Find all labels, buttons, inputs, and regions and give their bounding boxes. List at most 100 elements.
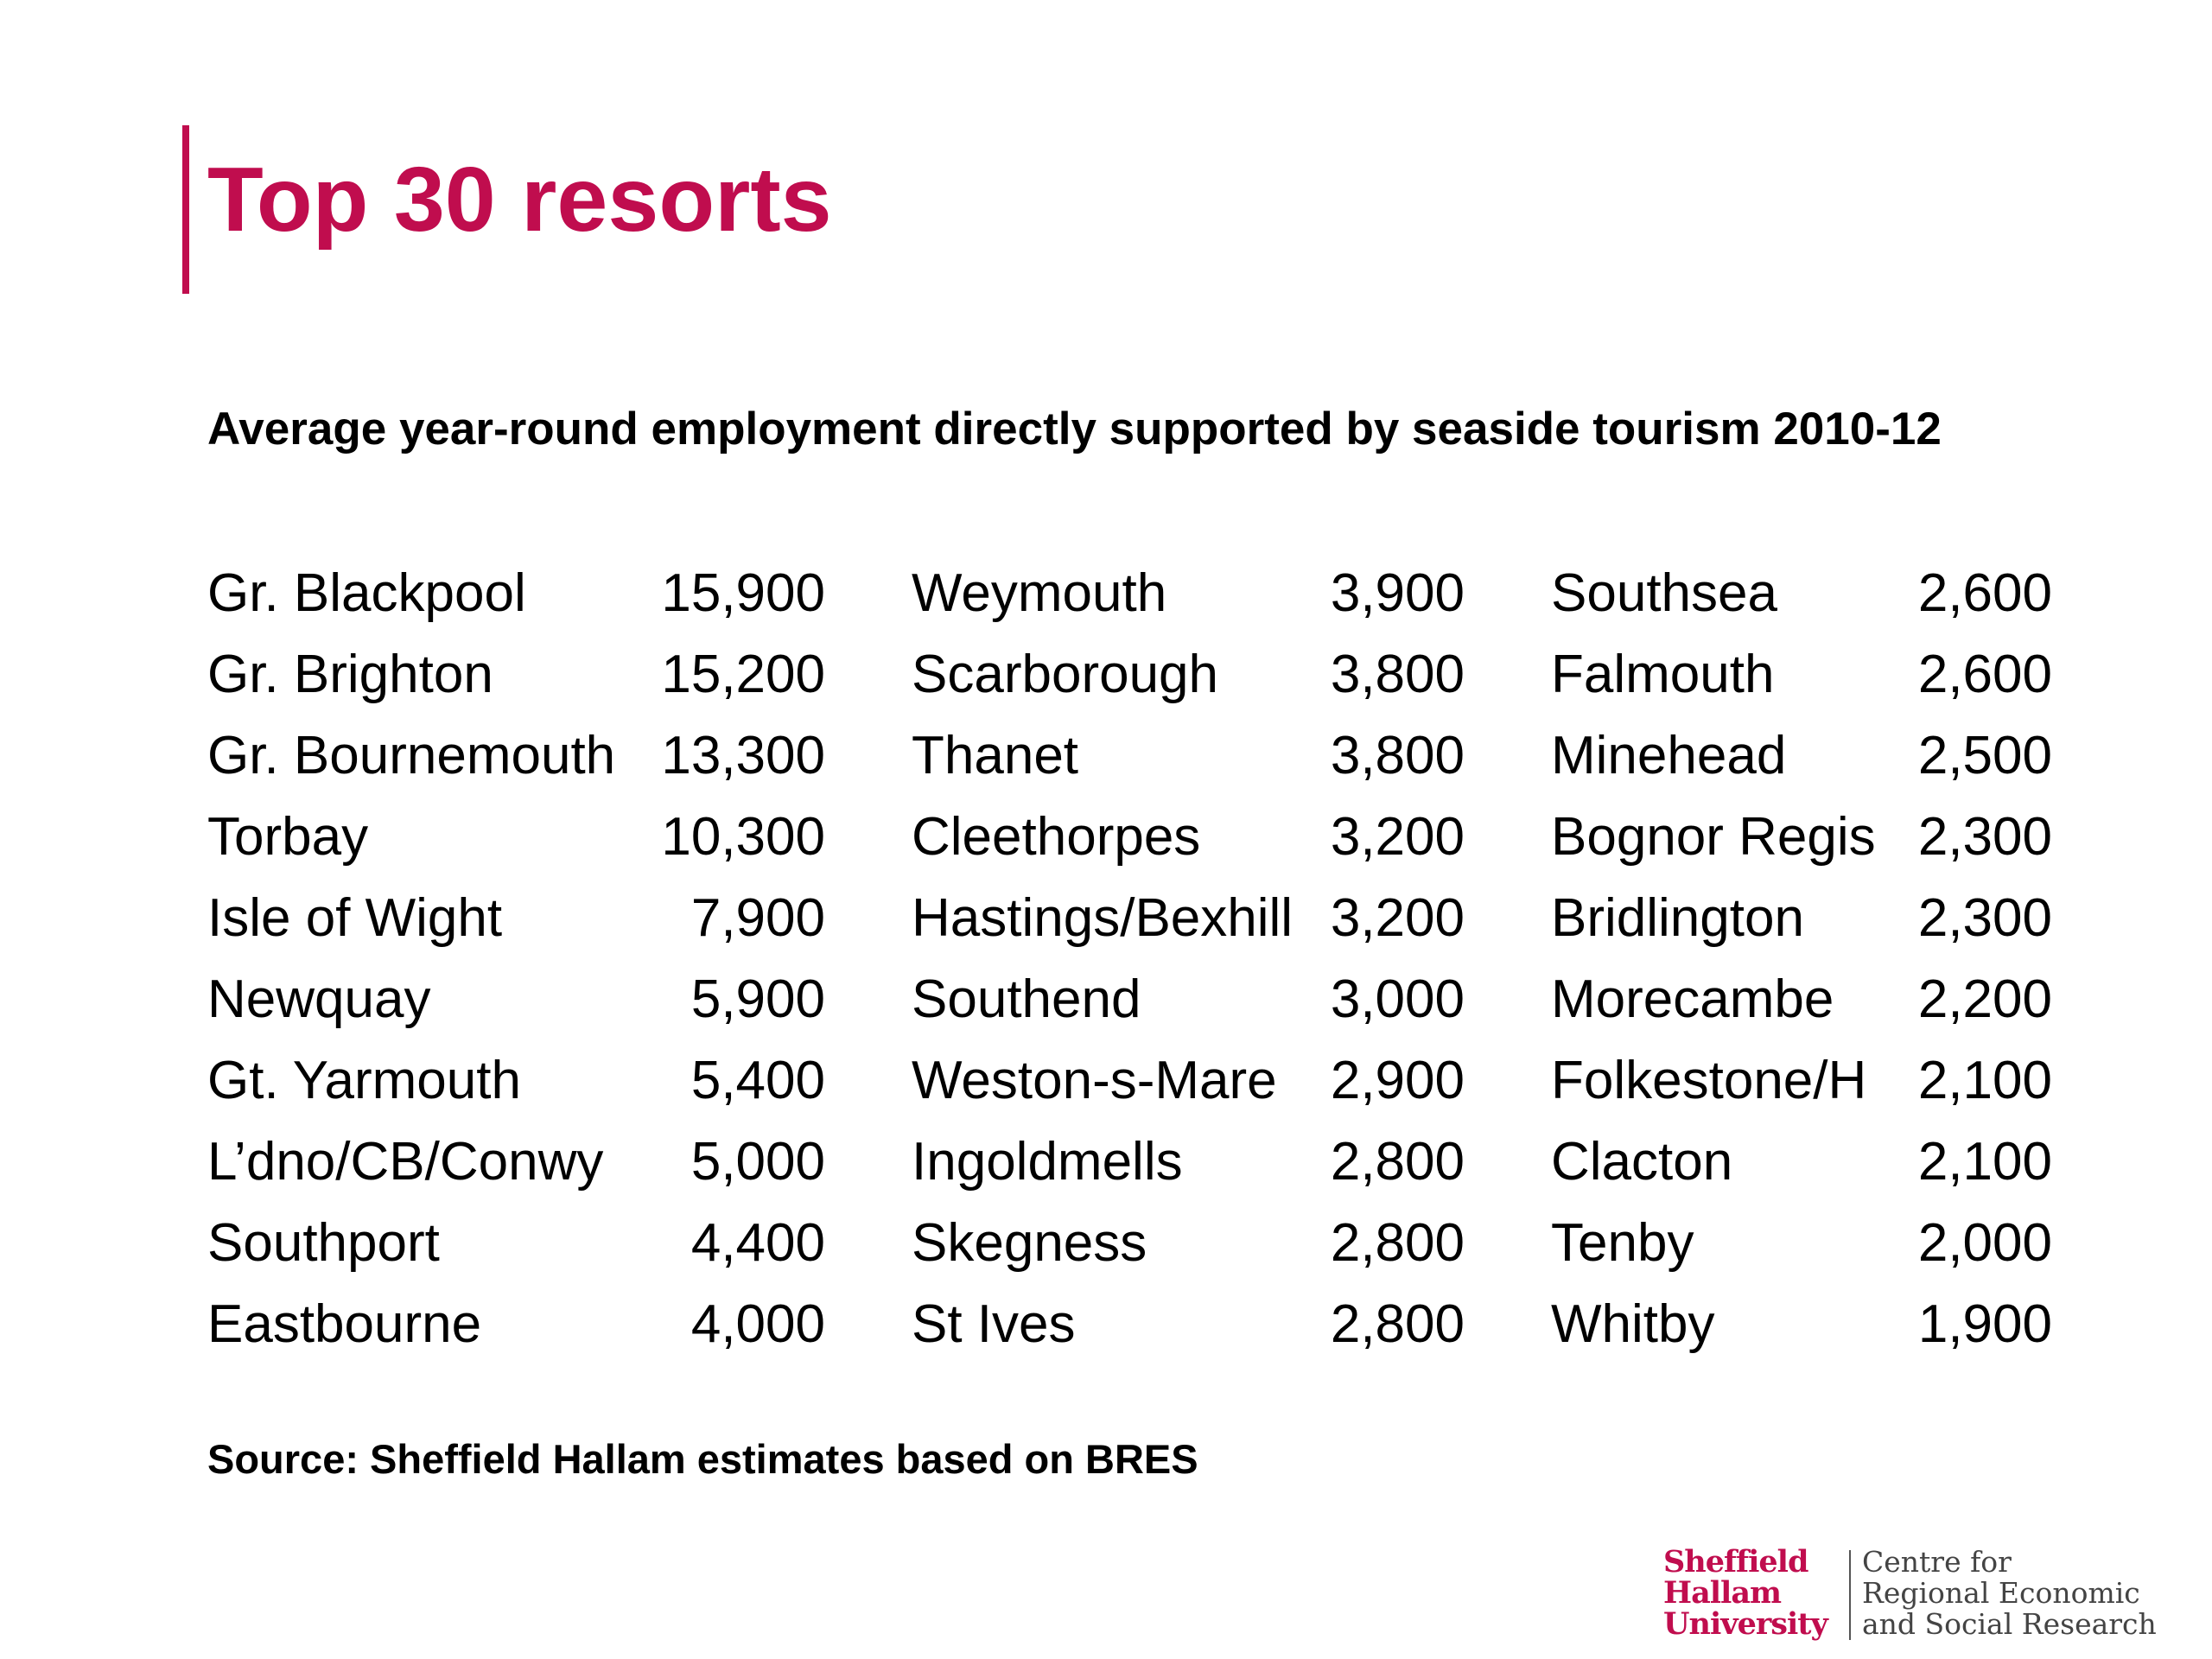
centre-name-line: Regional Economic	[1862, 1576, 2140, 1610]
employment-value: 15,200	[661, 645, 825, 704]
employment-value: 3,200	[1330, 807, 1465, 867]
resort-name: Scarborough	[912, 645, 1219, 704]
table-row: Ingoldmells 2,800	[912, 1122, 1465, 1203]
resort-name: Gr. Bournemouth	[207, 726, 616, 785]
resort-name: Skegness	[912, 1213, 1147, 1273]
table-row: Whitby 1,900	[1551, 1284, 2052, 1365]
university-name-line: Hallam	[1663, 1575, 1782, 1611]
university-name-line: University	[1663, 1606, 1828, 1642]
employment-value: 2,800	[1330, 1132, 1465, 1192]
resort-name: Torbay	[207, 807, 369, 867]
employment-value: 2,900	[1330, 1051, 1465, 1110]
resort-name: Tenby	[1551, 1213, 1694, 1273]
employment-value: 2,000	[1917, 1213, 2052, 1273]
centre-name: Centre for Regional Economic and Social …	[1862, 1547, 2157, 1640]
resort-name: Gr. Brighton	[207, 645, 493, 704]
resort-name: Weymouth	[912, 563, 1167, 623]
table-row: Bognor Regis 2,300	[1551, 797, 2052, 878]
employment-value: 4,400	[690, 1213, 825, 1273]
table-row: Cleethorpes 3,200	[912, 797, 1465, 878]
table-row: Scarborough 3,800	[912, 634, 1465, 715]
resort-name: Isle of Wight	[207, 888, 503, 948]
employment-value: 3,200	[1330, 888, 1465, 948]
resort-name: Ingoldmells	[912, 1132, 1183, 1192]
employment-value: 2,200	[1917, 969, 2052, 1029]
resort-name: Minehead	[1551, 726, 1787, 785]
table-row: Southsea 2,600	[1551, 553, 2052, 634]
employment-value: 4,000	[690, 1294, 825, 1354]
table-row: Thanet 3,800	[912, 715, 1465, 797]
resorts-table: Gr. Blackpool 15,900 Gr. Brighton 15,200 Gr.…	[0, 553, 2212, 1365]
resort-name: Morecambe	[1551, 969, 1834, 1029]
employment-value: 1,900	[1917, 1294, 2052, 1354]
table-subtitle: Average year-round employment directly s…	[207, 404, 1942, 454]
table-row: L’dno/CB/Conwy 5,000	[207, 1122, 825, 1203]
table-row: Southport 4,400	[207, 1203, 825, 1284]
resort-name: Bridlington	[1551, 888, 1804, 948]
employment-value: 15,900	[661, 563, 825, 623]
table-row: Weston-s-Mare 2,900	[912, 1040, 1465, 1122]
table-row: Gr. Brighton 15,200	[207, 634, 825, 715]
resort-name: L’dno/CB/Conwy	[207, 1132, 604, 1192]
employment-value: 3,800	[1330, 645, 1465, 704]
table-row: Morecambe 2,200	[1551, 959, 2052, 1040]
resort-name: Hastings/Bexhill	[912, 888, 1294, 948]
employment-value: 2,800	[1330, 1294, 1465, 1354]
table-row: Bridlington 2,300	[1551, 878, 2052, 959]
table-row: Gt. Yarmouth 5,400	[207, 1040, 825, 1122]
table-row: Southend 3,000	[912, 959, 1465, 1040]
resort-name: Gr. Blackpool	[207, 563, 526, 623]
table-row: Newquay 5,900	[207, 959, 825, 1040]
employment-value: 7,900	[690, 888, 825, 948]
employment-value: 10,300	[661, 807, 825, 867]
table-row: Gr. Bournemouth 13,300	[207, 715, 825, 797]
table-row: Isle of Wight 7,900	[207, 878, 825, 959]
employment-value: 2,500	[1917, 726, 2052, 785]
title-accent-bar	[182, 125, 189, 294]
table-row: Tenby 2,000	[1551, 1203, 2052, 1284]
table-row: Clacton 2,100	[1551, 1122, 2052, 1203]
employment-value: 13,300	[661, 726, 825, 785]
employment-value: 2,100	[1917, 1051, 2052, 1110]
resort-name: Whitby	[1551, 1294, 1715, 1354]
table-row: Minehead 2,500	[1551, 715, 2052, 797]
employment-value: 5,000	[690, 1132, 825, 1192]
employment-value: 2,800	[1330, 1213, 1465, 1273]
table-row: Falmouth 2,600	[1551, 634, 2052, 715]
employment-value: 3,000	[1330, 969, 1465, 1029]
table-row: Folkestone/H 2,100	[1551, 1040, 2052, 1122]
table-row: Weymouth 3,900	[912, 553, 1465, 634]
resort-name: Weston-s-Mare	[912, 1051, 1277, 1110]
page-title: Top 30 resorts	[207, 149, 832, 251]
resort-name: Newquay	[207, 969, 431, 1029]
table-row: Eastbourne 4,000	[207, 1284, 825, 1365]
employment-value: 3,800	[1330, 726, 1465, 785]
university-name-line: Sheffield	[1663, 1544, 1808, 1580]
employment-value: 5,900	[690, 969, 825, 1029]
resort-name: Thanet	[912, 726, 1079, 785]
employment-value: 2,600	[1917, 563, 2052, 623]
employment-value: 2,300	[1917, 807, 2052, 867]
resort-name: Gt. Yarmouth	[207, 1051, 521, 1110]
centre-name-line: and Social Research	[1862, 1607, 2157, 1641]
centre-name-line: Centre for	[1862, 1545, 2012, 1579]
employment-value: 3,900	[1330, 563, 1465, 623]
employment-value: 2,600	[1917, 645, 2052, 704]
table-row: Gr. Blackpool 15,900	[207, 553, 825, 634]
table-row: Skegness 2,800	[912, 1203, 1465, 1284]
employment-value: 2,100	[1917, 1132, 2052, 1192]
resort-name: Cleethorpes	[912, 807, 1201, 867]
employment-value: 2,300	[1917, 888, 2052, 948]
resort-name: Eastbourne	[207, 1294, 482, 1354]
table-row: Torbay 10,300	[207, 797, 825, 878]
source-note: Source: Sheffield Hallam estimates based…	[207, 1436, 1198, 1482]
resort-name: Southport	[207, 1213, 440, 1273]
resort-name: Clacton	[1551, 1132, 1733, 1192]
university-name: Sheffield Hallam University	[1663, 1544, 1828, 1642]
table-row: St Ives 2,800	[912, 1284, 1465, 1365]
table-row: Hastings/Bexhill 3,200	[912, 878, 1465, 959]
resort-name: Bognor Regis	[1551, 807, 1876, 867]
resort-name: Southend	[912, 969, 1141, 1029]
resort-name: Falmouth	[1551, 645, 1775, 704]
resort-name: Southsea	[1551, 563, 1777, 623]
